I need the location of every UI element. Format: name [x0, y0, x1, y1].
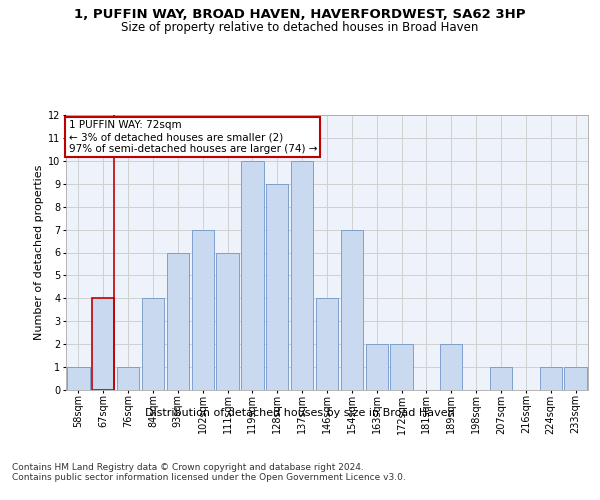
Bar	[565, 367, 587, 390]
Bar	[391, 344, 413, 390]
Bar	[117, 367, 139, 390]
Bar	[539, 367, 562, 390]
Bar	[440, 344, 463, 390]
Text: 1, PUFFIN WAY, BROAD HAVEN, HAVERFORDWEST, SA62 3HP: 1, PUFFIN WAY, BROAD HAVEN, HAVERFORDWES…	[74, 8, 526, 20]
Bar	[241, 161, 263, 390]
Bar	[341, 230, 363, 390]
Text: Distribution of detached houses by size in Broad Haven: Distribution of detached houses by size …	[145, 408, 455, 418]
Bar	[316, 298, 338, 390]
Bar	[142, 298, 164, 390]
Bar	[92, 298, 115, 390]
Text: 1 PUFFIN WAY: 72sqm
← 3% of detached houses are smaller (2)
97% of semi-detached: 1 PUFFIN WAY: 72sqm ← 3% of detached hou…	[68, 120, 317, 154]
Bar	[191, 230, 214, 390]
Bar	[490, 367, 512, 390]
Bar	[167, 252, 189, 390]
Bar	[67, 367, 89, 390]
Text: Contains HM Land Registry data © Crown copyright and database right 2024.
Contai: Contains HM Land Registry data © Crown c…	[12, 462, 406, 482]
Bar	[266, 184, 289, 390]
Bar	[217, 252, 239, 390]
Text: Size of property relative to detached houses in Broad Haven: Size of property relative to detached ho…	[121, 21, 479, 34]
Bar	[291, 161, 313, 390]
Y-axis label: Number of detached properties: Number of detached properties	[34, 165, 44, 340]
Bar	[365, 344, 388, 390]
